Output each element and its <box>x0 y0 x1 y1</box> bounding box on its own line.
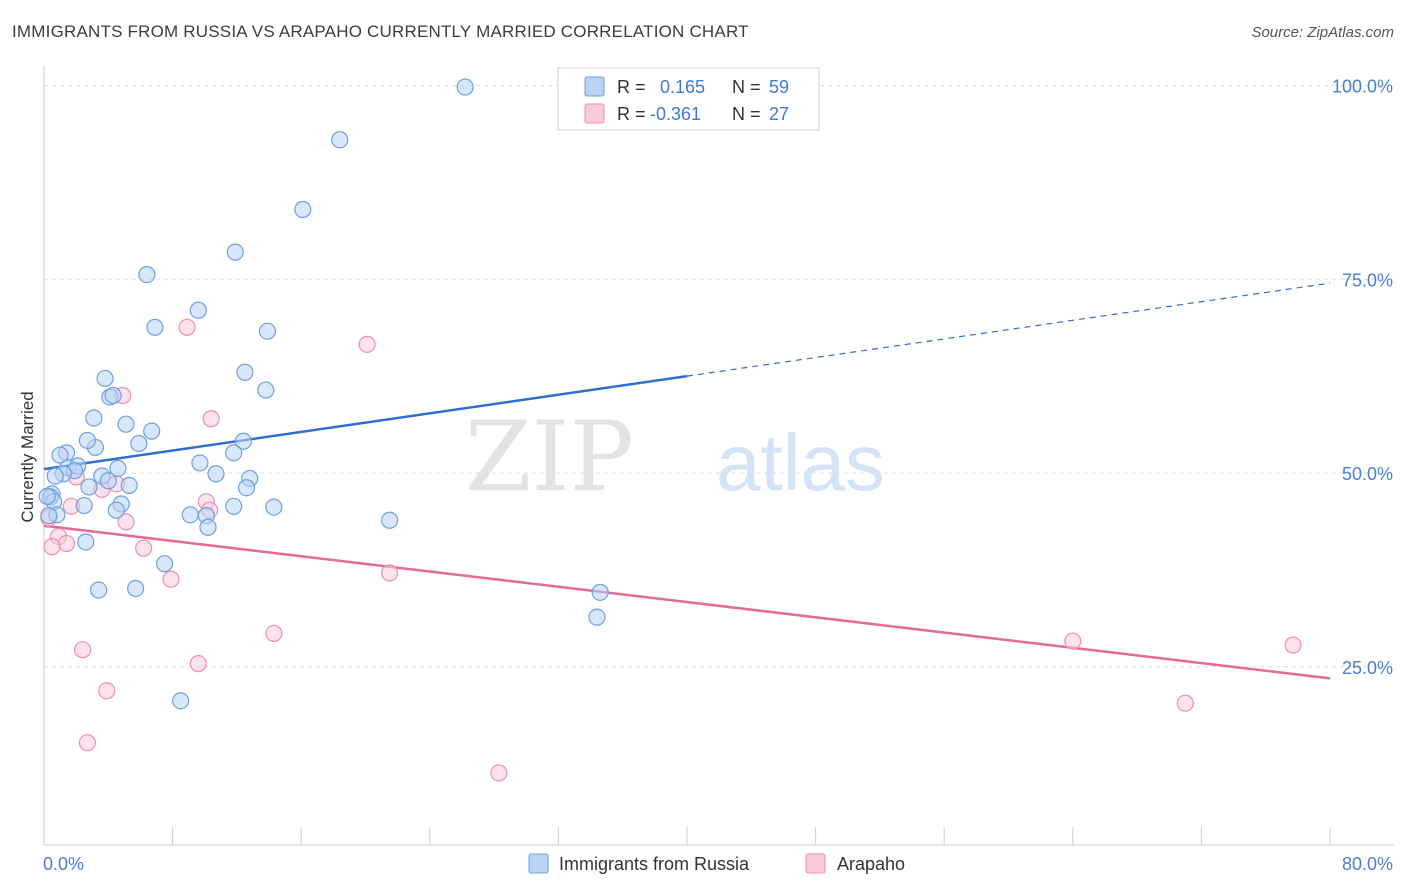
point-arapaho <box>189 655 207 673</box>
point-arapaho <box>202 410 220 428</box>
point-russia <box>51 446 69 464</box>
y-axis-label: Currently Married <box>18 391 37 522</box>
point-russia <box>588 608 606 626</box>
legend-r-label-russia: R = <box>617 77 646 97</box>
point-arapaho <box>78 734 97 752</box>
y-tick-label: 100.0% <box>1332 77 1393 97</box>
y-tick-label: 75.0% <box>1342 270 1393 290</box>
point-russia <box>117 415 135 433</box>
point-arapaho <box>490 764 508 782</box>
point-russia <box>90 581 108 599</box>
y-tick-label: 50.0% <box>1342 464 1393 484</box>
point-russia <box>46 467 64 485</box>
legend-n-label-russia: N = <box>732 77 761 97</box>
point-russia <box>99 472 117 490</box>
point-arapaho <box>358 335 376 353</box>
y-tick-label: 25.0% <box>1342 658 1393 678</box>
point-russia <box>191 454 209 472</box>
legend-r-label-arapaho: R = <box>617 104 646 124</box>
trend-line-arapaho <box>43 524 1331 680</box>
watermark: ZIP atlas <box>465 401 885 513</box>
point-russia <box>258 322 277 340</box>
point-russia <box>155 555 174 573</box>
point-russia <box>80 478 98 496</box>
legend-swatch-russia <box>584 76 605 97</box>
point-russia <box>237 479 256 497</box>
point-arapaho <box>162 570 180 588</box>
x-tick-label: 80.0% <box>1342 854 1393 874</box>
legend-swatch-arapaho <box>584 103 605 124</box>
series-legend-label-russia: Immigrants from Russia <box>559 854 750 874</box>
point-arapaho <box>117 513 135 531</box>
tick-labels: 100.0% 75.0% 50.0% 25.0% 0.0% 80.0% <box>43 77 1393 875</box>
watermark-zip: ZIP <box>465 401 634 513</box>
point-russia <box>207 465 225 483</box>
point-russia <box>236 363 254 381</box>
point-arapaho <box>381 564 399 582</box>
point-arapaho <box>73 641 92 659</box>
point-russia <box>104 386 122 405</box>
points <box>38 78 1302 782</box>
point-russia <box>146 318 164 336</box>
legend-n-value-russia: 59 <box>769 77 789 97</box>
point-russia <box>130 434 148 453</box>
correlation-legend: R = 0.165 N = 59 R = -0.361 N = 27 <box>557 67 820 131</box>
point-russia <box>381 511 399 529</box>
point-russia <box>456 78 474 96</box>
point-arapaho <box>265 624 283 643</box>
point-russia <box>96 369 114 388</box>
point-russia <box>257 381 275 399</box>
point-russia <box>78 431 97 450</box>
point-russia <box>127 579 145 598</box>
point-arapaho <box>178 318 196 336</box>
trend-line-russia <box>43 374 688 471</box>
point-arapaho <box>57 534 76 553</box>
point-russia <box>181 506 199 524</box>
point-russia <box>85 409 103 427</box>
point-russia <box>77 533 95 551</box>
trend-lines <box>43 282 1331 680</box>
point-arapaho <box>43 538 61 556</box>
series-legend: Immigrants from Russia Arapaho <box>528 853 905 874</box>
point-russia <box>265 498 283 516</box>
point-russia <box>331 131 349 149</box>
point-russia <box>38 487 56 505</box>
point-arapaho <box>1064 632 1082 650</box>
series-legend-swatch-russia <box>528 853 549 874</box>
point-russia <box>225 444 243 462</box>
point-russia <box>234 432 252 450</box>
point-russia <box>40 507 58 525</box>
trend-line-russia-extension <box>686 282 1331 377</box>
legend-r-value-russia: 0.165 <box>660 77 705 97</box>
chart-source: Source: ZipAtlas.com <box>1251 24 1394 41</box>
point-russia <box>172 692 190 710</box>
series-legend-label-arapaho: Arapaho <box>837 854 905 874</box>
point-russia <box>120 476 138 494</box>
point-russia <box>226 243 244 261</box>
point-russia <box>199 518 217 536</box>
axes <box>43 66 1394 846</box>
point-russia <box>189 301 207 319</box>
point-arapaho <box>1176 694 1194 712</box>
legend-r-value-arapaho: -0.361 <box>650 104 701 124</box>
watermark-atlas: atlas <box>716 418 885 507</box>
point-russia <box>591 583 609 601</box>
point-russia <box>143 422 161 440</box>
point-arapaho <box>135 539 153 557</box>
x-tick-label: 0.0% <box>43 854 84 874</box>
point-russia <box>109 459 127 477</box>
point-arapaho <box>98 682 116 700</box>
legend-n-value-arapaho: 27 <box>769 104 789 124</box>
point-russia <box>107 501 125 519</box>
series-legend-swatch-arapaho <box>805 853 826 874</box>
point-arapaho <box>1284 636 1302 654</box>
chart-title: IMMIGRANTS FROM RUSSIA VS ARAPAHO CURREN… <box>12 22 749 41</box>
point-russia <box>75 496 93 515</box>
point-russia <box>225 497 243 515</box>
legend-n-label-arapaho: N = <box>732 104 761 124</box>
point-russia <box>138 266 156 284</box>
point-russia <box>294 200 312 219</box>
